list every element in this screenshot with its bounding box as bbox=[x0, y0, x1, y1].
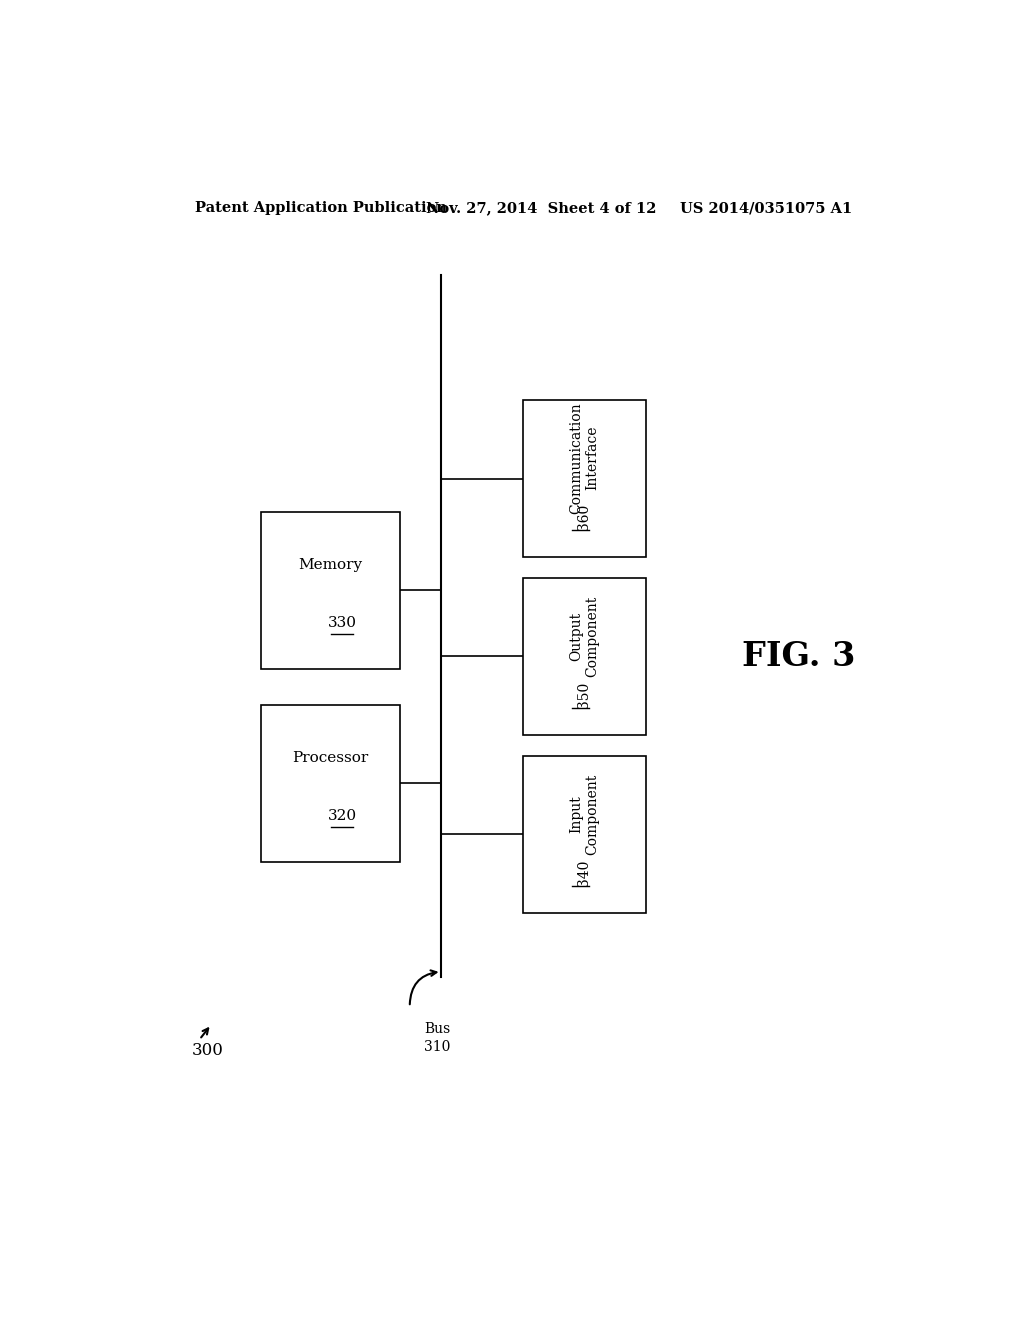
Bar bbox=[523, 400, 646, 557]
Text: 320: 320 bbox=[328, 809, 356, 822]
Text: Patent Application Publication: Patent Application Publication bbox=[196, 201, 447, 215]
Text: Memory: Memory bbox=[298, 558, 362, 572]
Bar bbox=[261, 512, 399, 669]
Text: Output
Component: Output Component bbox=[569, 595, 599, 677]
Text: 360: 360 bbox=[578, 504, 591, 531]
Bar bbox=[261, 705, 399, 862]
Text: 300: 300 bbox=[191, 1043, 223, 1059]
Bar bbox=[523, 578, 646, 735]
Text: US 2014/0351075 A1: US 2014/0351075 A1 bbox=[680, 201, 852, 215]
Text: Bus: Bus bbox=[424, 1022, 451, 1036]
Bar bbox=[523, 755, 646, 913]
Text: Nov. 27, 2014  Sheet 4 of 12: Nov. 27, 2014 Sheet 4 of 12 bbox=[426, 201, 656, 215]
Text: Communication
Interface: Communication Interface bbox=[569, 403, 599, 513]
Text: 340: 340 bbox=[578, 859, 591, 886]
Text: 350: 350 bbox=[578, 682, 591, 709]
Text: Processor: Processor bbox=[292, 751, 369, 766]
Text: 310: 310 bbox=[424, 1040, 451, 1053]
Text: FIG. 3: FIG. 3 bbox=[742, 640, 855, 673]
Text: Input
Component: Input Component bbox=[569, 774, 599, 854]
Text: 330: 330 bbox=[328, 616, 356, 630]
